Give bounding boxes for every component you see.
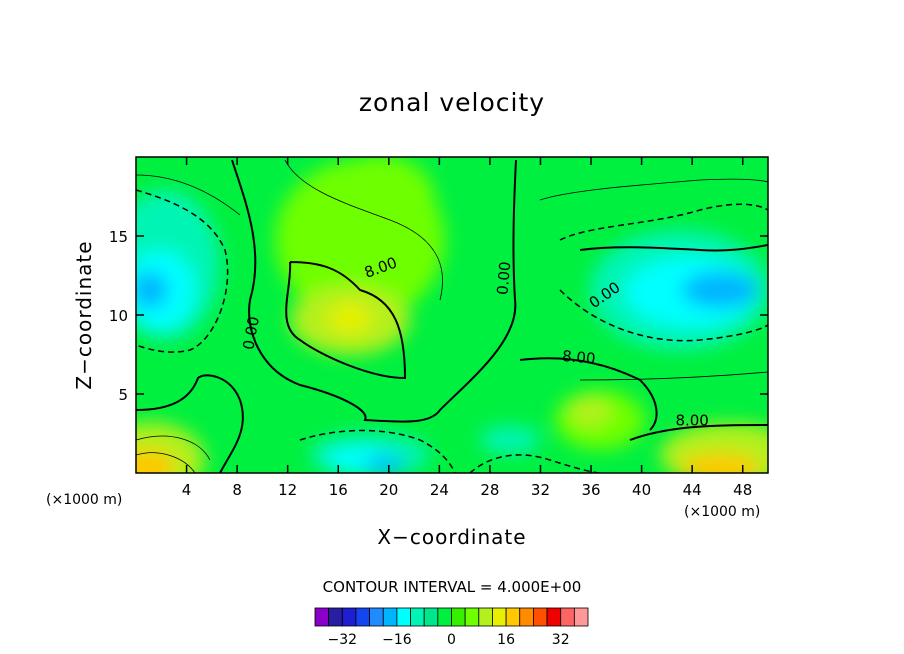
colorbar-swatch <box>505 607 521 627</box>
colorbar-tick-label: −16 <box>382 632 412 648</box>
x-axis-label: X−coordinate <box>377 525 527 549</box>
colorbar-swatch <box>396 607 411 627</box>
colorbar-swatch <box>369 607 384 627</box>
y-tick-label: 5 <box>118 386 128 404</box>
colorbar-tick-label: 16 <box>497 632 515 648</box>
contour-label: 0.00 <box>493 261 514 296</box>
x-tick-label: 48 <box>733 481 752 499</box>
contour-interval-text: CONTOUR INTERVAL = 4.000E+00 <box>322 578 582 596</box>
colorbar-swatch <box>519 607 534 627</box>
colorbar-swatch <box>546 607 562 627</box>
colorbar-swatch <box>341 607 357 627</box>
colorbar-swatch <box>355 607 371 627</box>
colorbar-swatch <box>410 607 425 627</box>
y-tick-label: 15 <box>109 228 128 246</box>
colorbar-swatch <box>560 607 575 627</box>
colorbar-swatch <box>423 607 439 627</box>
colorbar-swatch <box>533 607 548 627</box>
contour-label: 0.00 <box>239 315 263 351</box>
colorbar-tick-label: 32 <box>552 632 570 648</box>
colorbar-swatch <box>437 607 452 627</box>
colorbar-swatch <box>451 607 466 627</box>
x-unit-label-left: (×1000 m) <box>46 492 123 508</box>
x-tick-label: 16 <box>329 481 348 499</box>
colorbar-swatch <box>328 607 343 627</box>
colorbar: −32 −16 0 16 32 <box>314 607 589 648</box>
colorbar-swatch <box>382 607 398 627</box>
velocity-field: 8.000.000.008.000.008.00 <box>136 157 768 473</box>
x-tick-label: 28 <box>480 481 499 499</box>
contour-label: 8.00 <box>561 347 596 368</box>
colorbar-swatch <box>573 607 589 627</box>
x-tick-label: 40 <box>632 481 651 499</box>
x-tick-label: 32 <box>531 481 550 499</box>
colorbar-swatch <box>492 607 507 627</box>
colorbar-swatch <box>314 607 330 627</box>
x-tick-label: 24 <box>430 481 449 499</box>
chart-title: zonal velocity <box>358 88 546 117</box>
y-tick-label: 10 <box>109 307 128 325</box>
contour-label: 8.00 <box>675 412 708 430</box>
colorbar-tick-label: −32 <box>328 632 358 648</box>
colorbar-tick-label: 0 <box>447 632 456 648</box>
x-tick-label: 8 <box>232 481 242 499</box>
colorbar-swatch <box>478 607 493 627</box>
x-tick-label: 20 <box>379 481 398 499</box>
x-unit-label-right: (×1000 m) <box>684 504 761 520</box>
x-tick-label: 36 <box>581 481 600 499</box>
x-tick-label: 4 <box>182 481 192 499</box>
x-tick-label: 12 <box>278 481 297 499</box>
colorbar-swatch <box>464 607 480 627</box>
x-tick-label: 44 <box>683 481 702 499</box>
